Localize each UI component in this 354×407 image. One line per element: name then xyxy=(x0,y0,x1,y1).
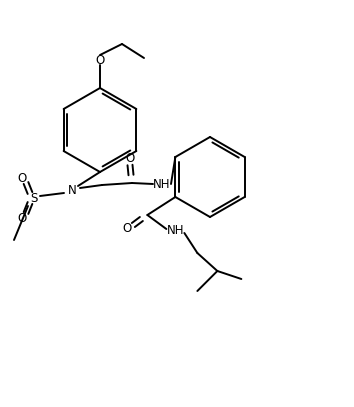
Text: O: O xyxy=(123,223,132,236)
Text: O: O xyxy=(17,212,27,225)
Text: S: S xyxy=(30,192,38,204)
Text: O: O xyxy=(125,153,135,166)
Text: NH: NH xyxy=(153,179,171,192)
Text: O: O xyxy=(95,53,105,66)
Text: O: O xyxy=(17,171,27,184)
Text: N: N xyxy=(68,184,76,197)
Text: NH: NH xyxy=(167,225,184,238)
